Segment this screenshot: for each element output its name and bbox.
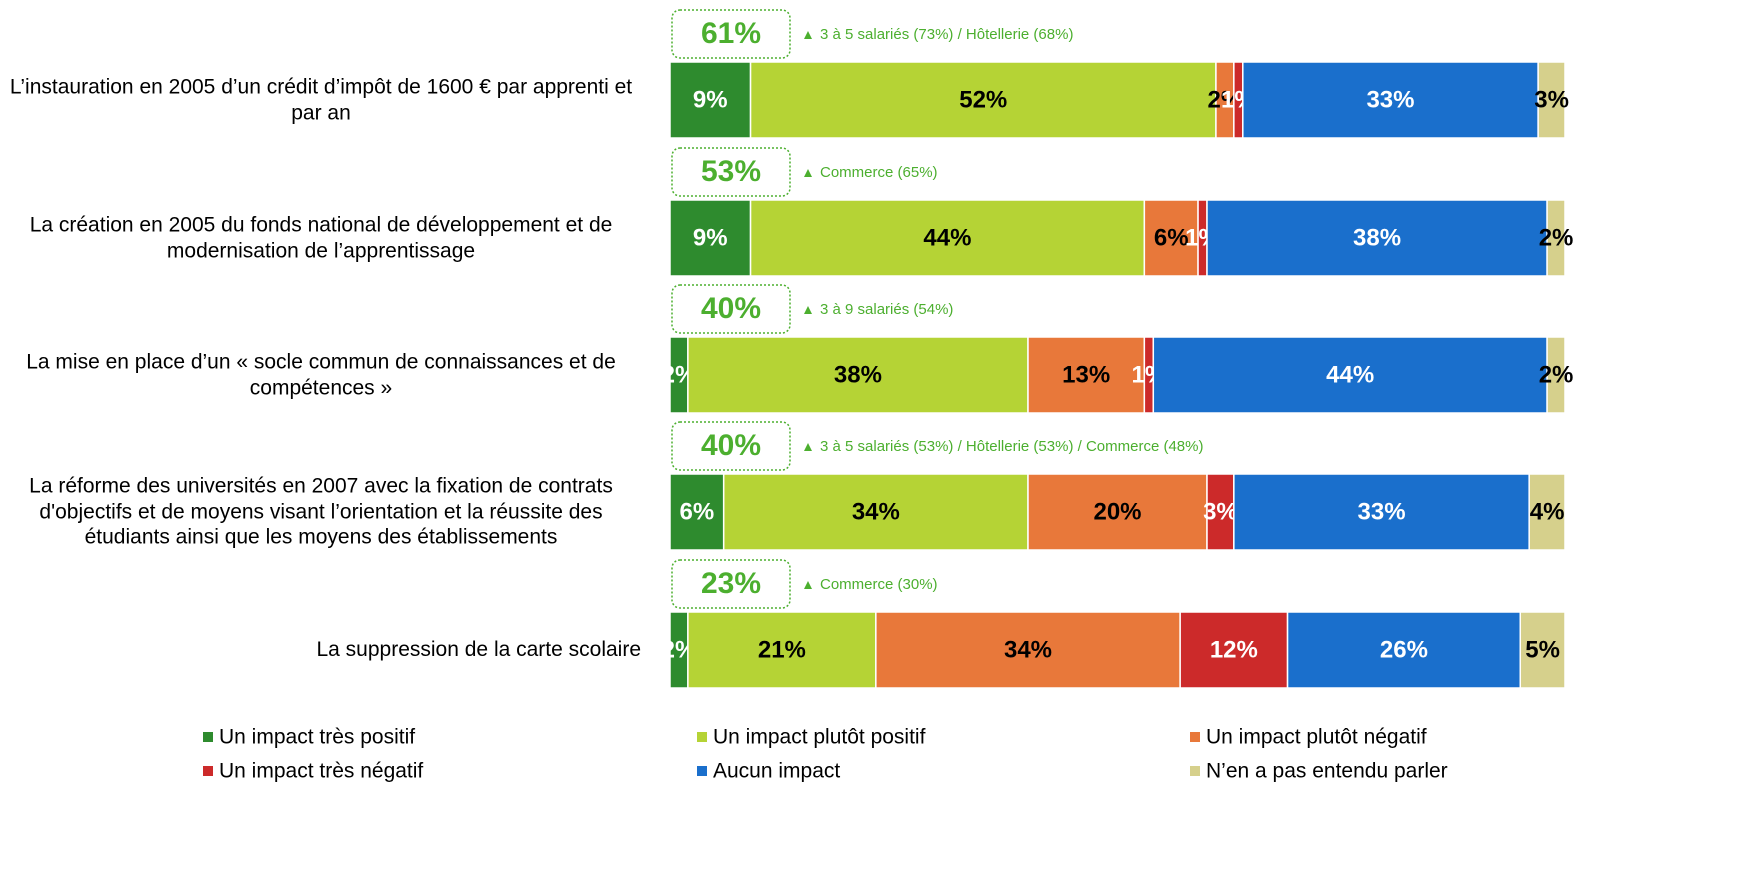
bar-segment — [687, 611, 877, 689]
total-label: 53% — [701, 155, 761, 188]
note-text: Commerce (65%) — [820, 164, 938, 181]
note-text: 3 à 9 salariés (54%) — [820, 301, 953, 318]
data-label: 38% — [1353, 224, 1401, 251]
bar-segment — [1546, 336, 1566, 414]
bar-segment — [1206, 199, 1548, 277]
legend-label: Un impact très négatif — [219, 760, 423, 783]
category-text: La mise en place d’un « socle commun de … — [26, 350, 616, 399]
data-label: 44% — [1326, 361, 1374, 388]
data-label: 33% — [1358, 498, 1406, 525]
data-label: 33% — [1366, 86, 1414, 113]
data-label: 5% — [1525, 636, 1560, 663]
total-box — [671, 147, 791, 197]
data-label: 4% — [1530, 498, 1565, 525]
category-text: La réforme des universités en 2007 avec … — [29, 474, 613, 549]
bar-segment — [1027, 336, 1146, 414]
bar-segment — [1179, 611, 1289, 689]
total-box — [671, 284, 791, 334]
legend-label: Un impact très positif — [219, 726, 415, 749]
bar-segment — [1233, 473, 1530, 551]
category-text: La suppression de la carte scolaire — [316, 638, 641, 662]
bar-segment — [1286, 611, 1522, 689]
data-label: 2% — [1539, 224, 1574, 251]
category-label: La création en 2005 du fonds national de… — [0, 212, 641, 263]
note-text: 3 à 5 salariés (73%) / Hôtellerie (68%) — [820, 26, 1073, 43]
data-label: 2% — [1539, 361, 1574, 388]
bar-segment — [1546, 199, 1566, 277]
note-text: 3 à 5 salariés (53%) / Hôtellerie (53%) … — [820, 438, 1203, 455]
data-label: 34% — [1004, 636, 1052, 663]
legend-swatch — [1190, 732, 1200, 742]
legend-swatch — [203, 766, 213, 776]
data-label: 9% — [693, 224, 728, 251]
total-label: 23% — [701, 567, 761, 600]
category-label: La suppression de la carte scolaire — [0, 637, 641, 663]
legend-swatch — [1190, 766, 1200, 776]
legend-swatch — [697, 732, 707, 742]
category-label: L’instauration en 2005 d’un crédit d’imp… — [0, 74, 641, 125]
data-label: 20% — [1093, 498, 1141, 525]
data-label: 9% — [693, 86, 728, 113]
category-label: La réforme des universités en 2007 avec … — [0, 474, 641, 551]
bar-segment — [1152, 336, 1548, 414]
data-label: 6% — [680, 498, 715, 525]
note-triangle — [804, 443, 812, 451]
bar-segment — [669, 473, 725, 551]
data-label: 12% — [1210, 636, 1258, 663]
bar-segment — [749, 199, 1146, 277]
total-label: 40% — [701, 292, 761, 325]
data-label: 34% — [852, 498, 900, 525]
note-triangle — [804, 31, 812, 39]
bar-segment — [875, 611, 1181, 689]
bar-segment — [1027, 473, 1208, 551]
bar-segment — [1143, 199, 1199, 277]
bar-segment — [669, 61, 752, 139]
bar-segment — [749, 61, 1217, 139]
bar-segment — [1519, 611, 1566, 689]
data-label: 52% — [959, 86, 1007, 113]
data-label: 21% — [758, 636, 806, 663]
bar-segment — [669, 199, 752, 277]
total-box — [671, 559, 791, 609]
category-text: L’instauration en 2005 d’un crédit d’imp… — [9, 75, 633, 124]
category-text: La création en 2005 du fonds national de… — [29, 213, 613, 262]
note-triangle — [804, 581, 812, 589]
data-label: 3% — [1534, 86, 1569, 113]
data-label: 26% — [1380, 636, 1428, 663]
total-label: 61% — [701, 17, 761, 50]
bar-segment — [1528, 473, 1566, 551]
data-label: 6% — [1154, 224, 1189, 251]
total-box — [671, 9, 791, 59]
legend-swatch — [203, 732, 213, 742]
data-label: 3% — [1203, 498, 1238, 525]
bar-segment — [1537, 61, 1566, 139]
legend-label: Aucun impact — [713, 760, 840, 783]
data-label: 38% — [834, 361, 882, 388]
bar-segment — [722, 473, 1029, 551]
data-label: 13% — [1062, 361, 1110, 388]
category-label: La mise en place d’un « socle commun de … — [0, 349, 641, 400]
legend-label: Un impact plutôt positif — [713, 726, 926, 749]
note-triangle — [804, 169, 812, 177]
total-label: 40% — [701, 429, 761, 462]
note-text: Commerce (30%) — [820, 576, 938, 593]
legend-label: Un impact plutôt négatif — [1206, 726, 1427, 749]
bar-segment — [687, 336, 1029, 414]
legend-label: N’en a pas entendu parler — [1206, 760, 1448, 783]
total-box — [671, 421, 791, 471]
data-label: 44% — [923, 224, 971, 251]
legend-swatch — [697, 766, 707, 776]
note-triangle — [804, 306, 812, 314]
